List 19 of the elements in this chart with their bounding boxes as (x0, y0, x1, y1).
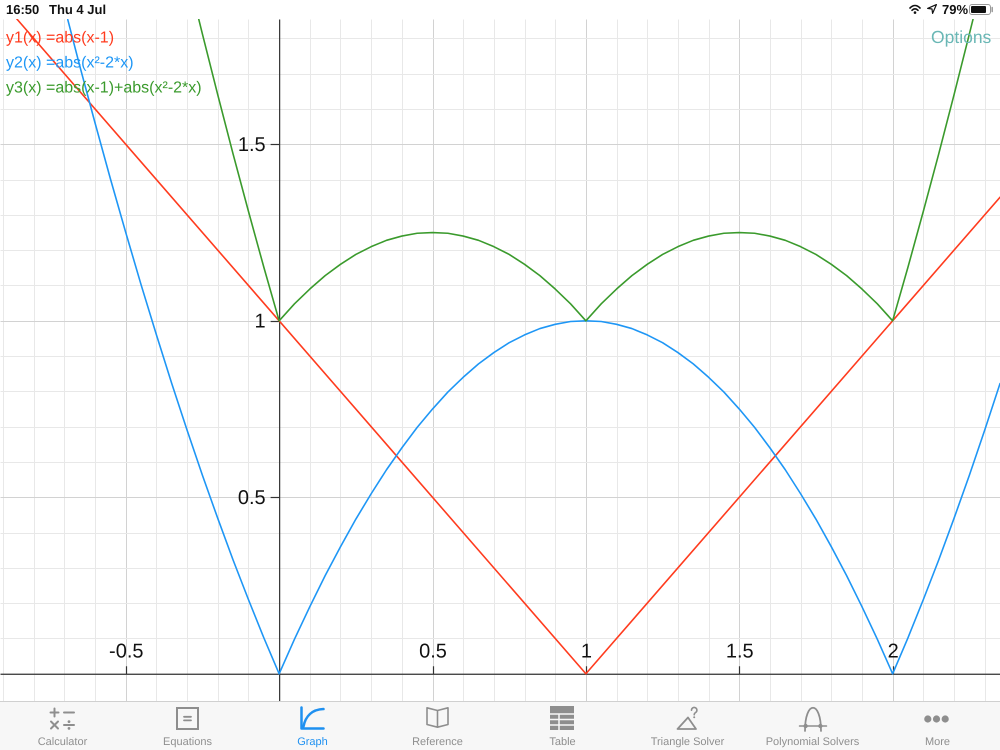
text: Triangle Solver (650, 736, 726, 749)
x-tick-label: -0.5 (109, 640, 144, 662)
text: Graph (296, 736, 329, 749)
y-tick-label: 0.5 (238, 486, 266, 509)
text: Calculator (36, 736, 88, 749)
text: 79% (942, 2, 968, 18)
text: More (924, 736, 952, 749)
text: Thu 4 Jul (49, 2, 106, 18)
x-tick-label: 0.5 (419, 640, 447, 662)
x-tick-label: 2 (888, 640, 899, 662)
text: 16:50 (6, 2, 40, 18)
y-tick-label: 1.5 (238, 134, 266, 156)
text: Equations (162, 736, 213, 749)
text: Table (548, 736, 577, 749)
x-tick-label: 1.5 (726, 640, 754, 662)
text: Reference (411, 736, 464, 749)
y-tick-label: 1 (254, 310, 266, 332)
text: Polynomial Solvers (764, 736, 860, 749)
x-tick-label: 1 (580, 640, 592, 662)
